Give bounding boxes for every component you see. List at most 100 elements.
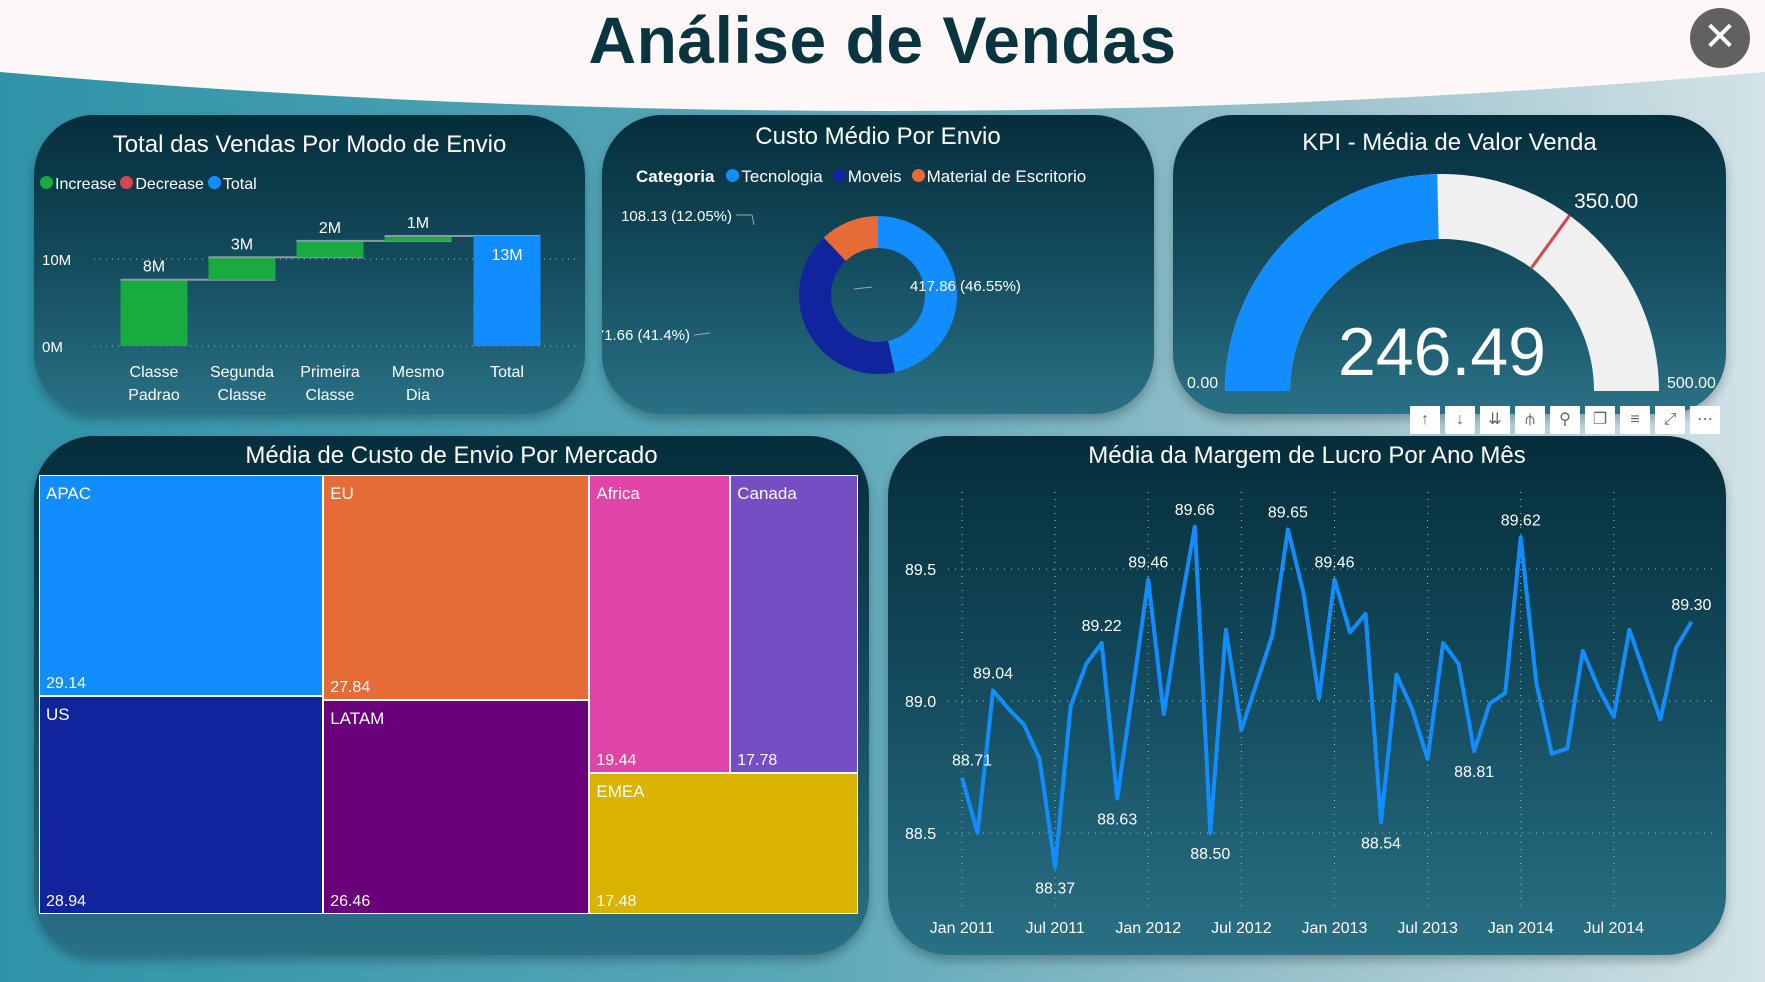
y-tick-label: 89.5 [905,562,936,579]
data-label: 89.46 [1314,555,1354,572]
x-tick-label: Classe [130,364,179,381]
legend-title: Categoria [636,167,715,186]
data-label: 89.46 [1128,555,1168,572]
data-label: 88.54 [1361,835,1401,852]
gauge-target-line [1530,214,1571,269]
tile-label: LATAM [330,709,385,729]
legend-item-total[interactable]: Total [207,176,257,194]
treemap-card[interactable]: Média de Custo de Envio Por Mercado APAC… [34,436,869,955]
legend-dot-icon [120,176,134,189]
focus-mode-icon[interactable]: ⤢ [1655,406,1685,434]
waterfall-title: Total das Vendas Por Modo de Envio [112,131,507,158]
gauge-target-label: 350.00 [1574,190,1639,213]
data-label: 89.62 [1501,512,1541,529]
donut-title: Custo Médio Por Envio [755,123,1001,150]
waterfall-chart[interactable]: 0M 10M 8M Classe Padrao 3M Segunda Classe 2M Prim… [34,115,585,414]
x-tick-label: Jan 2014 [1488,920,1554,937]
arrow-up-icon[interactable]: ↑ [1410,406,1440,434]
x-tick-label: Mesmo [392,364,445,381]
x-tick-label: Classe [306,387,355,404]
x-tick-label: Jul 2011 [1025,920,1084,937]
gauge-max-label: 500.00 [1667,375,1716,392]
treemap-chart[interactable]: APAC 29.14 US 28.94 EU 27.84 LATAM 26.46 Afr… [39,475,858,914]
tile-label: Africa [596,484,640,503]
legend-label: Increase [55,176,117,193]
line-card[interactable]: Média da Margem de Lucro Por Ano Mês Jan… [888,436,1726,955]
kpi-card[interactable]: KPI - Média de Valor Venda 246.49 0.00 5… [1173,115,1726,414]
legend-item-moveis[interactable]: Moveis [832,167,902,187]
treemap-tile-africa[interactable]: Africa 19.44 [589,475,731,774]
tile-value: 29.14 [46,674,87,692]
tile-value: 26.46 [330,892,371,910]
donut-slice [878,216,957,373]
page-title: Análise de Vendas [588,3,1177,77]
data-label: 2M [319,220,341,237]
close-icon[interactable]: ✕ [1703,15,1737,59]
x-tick-label: Dia [406,387,430,404]
data-label: 88.63 [1097,812,1137,829]
data-label: 89.04 [973,665,1013,682]
treemap-tile-us[interactable]: US 28.94 [39,695,324,914]
x-tick-label: Jan 2013 [1302,920,1368,937]
tile-value: 19.44 [596,752,637,770]
legend-dot-icon [832,169,846,182]
leader-line [736,214,755,226]
legend-dot-icon [207,176,221,189]
treemap-tile-apac[interactable]: APAC 29.14 [39,475,324,696]
legend-item-material[interactable]: Material de Escritorio [911,167,1086,187]
tile-value: 17.78 [737,752,778,770]
expand-hierarchy-icon[interactable]: ⫛ [1515,406,1545,434]
tile-label: EMEA [596,782,645,802]
double-arrow-down-icon[interactable]: ⇊ [1480,406,1510,434]
treemap-tile-canada[interactable]: Canada 17.78 [730,475,858,774]
x-tick-label: Classe [218,387,267,404]
x-tick-label: Jul 2012 [1211,920,1272,937]
line-chart[interactable]: Jan 2011 Jul 2011 Jan 2012 Jul 2012 Jan 2013… [888,436,1726,955]
donut-chart[interactable]: 417.86 (46.55%) 371.66 (41.4%) 108.13 (12.… [602,115,1154,414]
y-tick-label: 88.5 [905,826,936,843]
y-tick-label: 0M [42,339,63,356]
x-tick-label: Padrao [128,387,180,404]
filter-icon[interactable]: ≡ [1620,406,1650,434]
pin-icon[interactable]: ⚲ [1550,406,1580,434]
data-label: 89.66 [1175,502,1215,519]
gauge-chart[interactable] [1173,115,1726,414]
line-title: Média da Margem de Lucro Por Ano Mês [1088,442,1526,469]
x-tick-label: Jan 2012 [1115,920,1181,937]
close-button[interactable]: ✕ [1690,8,1750,68]
data-label: 3M [231,236,253,253]
line-series [960,524,1694,870]
donut-slice [823,216,878,261]
leader-line [853,286,873,290]
waterfall-bar [120,279,188,346]
waterfall-card[interactable]: Total das Vendas Por Modo de Envio Incre… [34,115,585,414]
treemap-tile-emea[interactable]: EMEA 17.48 [589,773,858,914]
treemap-tile-latam[interactable]: LATAM 26.46 [323,700,590,914]
donut-card[interactable]: Custo Médio Por Envio Categoria Tecnolog… [602,115,1154,414]
data-label: 13M [491,247,522,264]
legend-dot-icon [726,169,740,182]
tile-value: 28.94 [46,892,87,910]
data-label: 88.37 [1035,880,1075,897]
legend-item-decrease[interactable]: Decrease [120,176,204,194]
donut-slice [799,237,895,374]
legend-label: Decrease [135,176,204,193]
data-label: 89.30 [1671,597,1711,614]
slice-label: 108.13 (12.05%) [621,208,732,225]
x-tick-label: Segunda [210,364,274,381]
treemap-tile-eu[interactable]: EU 27.84 [323,475,590,701]
x-tick-label: Primeira [300,364,360,381]
legend-item-tecnologia[interactable]: Tecnologia [726,167,823,187]
tile-value: 17.48 [596,892,637,910]
header-background [0,0,1765,111]
legend-label: Moveis [847,167,902,186]
legend-item-increase[interactable]: Increase [40,176,116,194]
legend-label: Tecnologia [741,167,823,186]
gauge-fill [1225,174,1439,391]
copy-icon[interactable]: ❐ [1585,406,1615,434]
data-label: 89.22 [1082,618,1122,635]
data-label: 1M [407,215,429,232]
more-options-icon[interactable]: ⋯ [1690,406,1720,434]
data-label: 88.50 [1190,846,1230,863]
arrow-down-icon[interactable]: ↓ [1445,406,1475,434]
